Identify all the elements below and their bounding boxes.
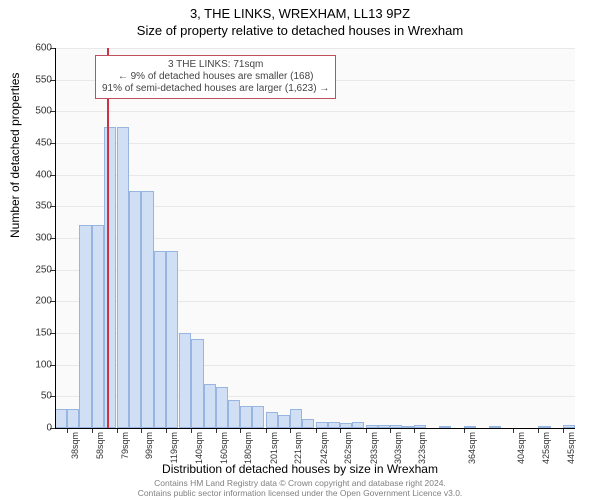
histogram-bar <box>216 387 228 428</box>
xtick-label: 58sqm <box>95 432 105 459</box>
histogram-bar <box>166 251 178 428</box>
gridline <box>55 48 575 49</box>
xtick-label: 283sqm <box>369 432 379 464</box>
xtick-label: 140sqm <box>194 432 204 464</box>
xtick-label: 262sqm <box>343 432 353 464</box>
annotation-box: 3 THE LINKS: 71sqm← 9% of detached house… <box>95 55 336 99</box>
annotation-line-1: 3 THE LINKS: 71sqm <box>102 59 329 71</box>
ytick-label: 550 <box>12 74 52 85</box>
annotation-line-2: ← 9% of detached houses are smaller (168… <box>102 71 329 83</box>
ytick-label: 0 <box>12 423 52 434</box>
ytick-label: 250 <box>12 264 52 275</box>
ytick-label: 100 <box>12 359 52 370</box>
xtick-label: 445sqm <box>566 432 576 464</box>
xtick-label: 425sqm <box>541 432 551 464</box>
histogram-bar <box>141 191 153 429</box>
y-axis-label: Number of detached properties <box>8 73 22 238</box>
ytick-label: 200 <box>12 296 52 307</box>
xtick-label: 79sqm <box>120 432 130 459</box>
histogram-bar <box>129 191 141 429</box>
histogram-bar <box>240 406 252 428</box>
ytick-label: 400 <box>12 169 52 180</box>
xtick-label: 201sqm <box>269 432 279 464</box>
histogram-bar <box>92 225 104 428</box>
ytick-label: 600 <box>12 43 52 54</box>
histogram-bar <box>154 251 166 428</box>
ytick-label: 350 <box>12 201 52 212</box>
xtick-label: 119sqm <box>169 432 179 463</box>
footer-line-2: Contains public sector information licen… <box>0 489 600 498</box>
y-axis <box>55 48 56 428</box>
histogram-bar <box>252 406 264 428</box>
footer-attribution: Contains HM Land Registry data © Crown c… <box>0 479 600 498</box>
xtick-label: 221sqm <box>293 432 303 464</box>
ytick-label: 300 <box>12 233 52 244</box>
subtitle: Size of property relative to detached ho… <box>0 21 600 42</box>
xtick-label: 99sqm <box>144 432 154 459</box>
histogram-bar <box>266 412 278 428</box>
xtick-label: 242sqm <box>319 432 329 464</box>
histogram-bar <box>79 225 91 428</box>
histogram-bar <box>104 127 116 428</box>
address-title: 3, THE LINKS, WREXHAM, LL13 9PZ <box>0 0 600 21</box>
histogram-bar <box>191 339 203 428</box>
ytick-label: 50 <box>12 391 52 402</box>
histogram-bar <box>278 415 290 428</box>
ytick-label: 150 <box>12 328 52 339</box>
ytick-label: 450 <box>12 138 52 149</box>
ytick-label: 500 <box>12 106 52 117</box>
histogram-bar <box>55 409 67 428</box>
xtick-label: 180sqm <box>243 432 253 464</box>
histogram-bar <box>67 409 79 428</box>
histogram-bar <box>302 419 314 429</box>
xtick-label: 364sqm <box>467 432 477 464</box>
histogram-bar <box>179 333 191 428</box>
gridline <box>55 143 575 144</box>
histogram-bar <box>204 384 216 428</box>
xtick-label: 323sqm <box>417 432 427 464</box>
histogram-bar <box>228 400 240 429</box>
gridline <box>55 111 575 112</box>
x-axis-label: Distribution of detached houses by size … <box>0 462 600 476</box>
xtick-label: 38sqm <box>70 432 80 459</box>
marker-line <box>107 48 109 428</box>
x-axis <box>55 428 575 429</box>
chart-container: 3, THE LINKS, WREXHAM, LL13 9PZ Size of … <box>0 0 600 500</box>
xtick-label: 303sqm <box>393 432 403 464</box>
histogram-bar <box>290 409 302 428</box>
gridline <box>55 175 575 176</box>
plot-area <box>55 48 575 428</box>
xtick-label: 404sqm <box>516 432 526 464</box>
annotation-line-3: 91% of semi-detached houses are larger (… <box>102 83 329 95</box>
xtick-label: 160sqm <box>219 432 229 464</box>
histogram-bar <box>117 127 129 428</box>
